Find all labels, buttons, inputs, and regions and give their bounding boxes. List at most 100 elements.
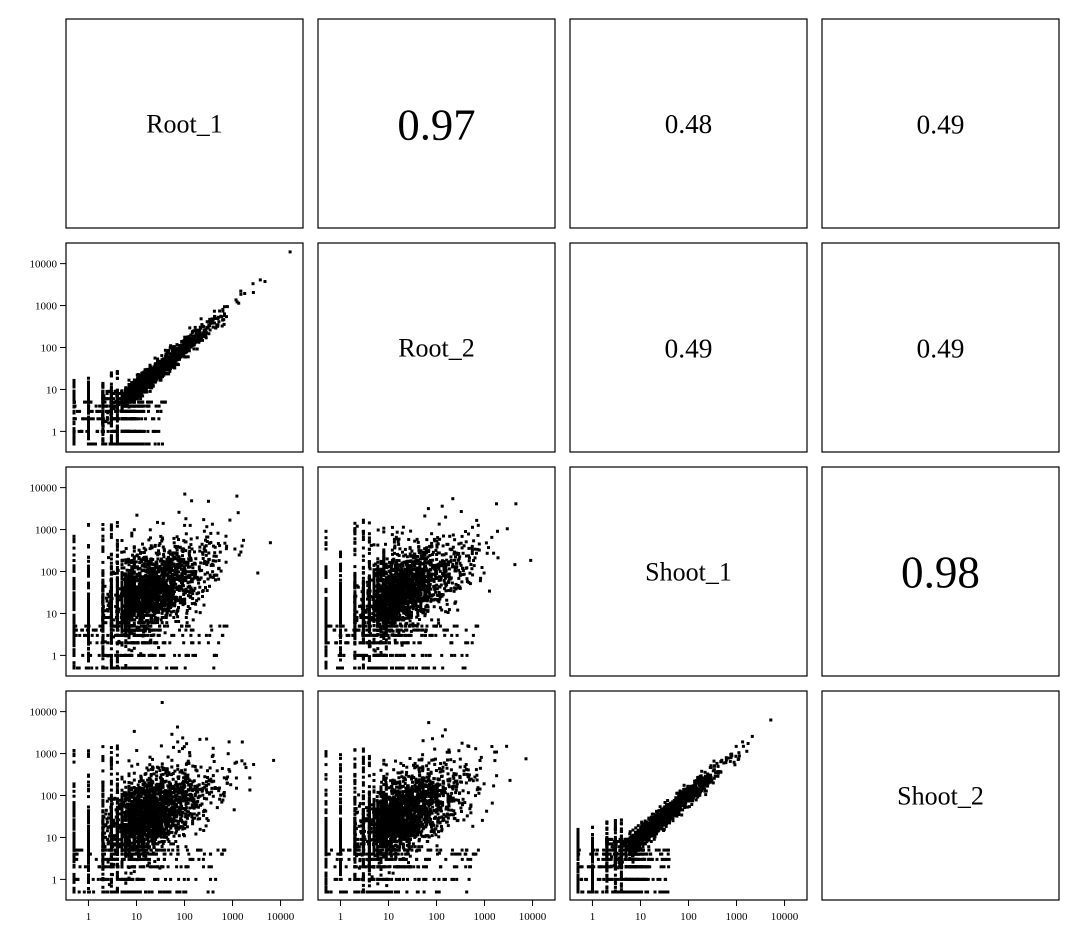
data-point xyxy=(142,380,146,384)
data-point xyxy=(183,523,187,527)
data-point xyxy=(109,653,113,657)
data-point xyxy=(234,298,238,302)
data-point xyxy=(204,586,207,589)
data-point xyxy=(109,411,113,415)
correlation-root_1-shoot_1: 0.48 xyxy=(665,109,712,139)
data-point xyxy=(105,404,109,408)
data-point xyxy=(87,437,90,441)
data-point xyxy=(91,417,95,421)
data-point xyxy=(191,577,195,581)
data-point xyxy=(212,554,216,558)
data-point xyxy=(130,398,134,402)
data-point xyxy=(115,621,119,625)
data-point xyxy=(72,442,76,446)
data-point xyxy=(101,651,105,654)
data-point xyxy=(188,595,192,599)
data-point xyxy=(72,553,76,557)
data-point xyxy=(208,317,212,321)
data-point xyxy=(109,407,113,411)
data-point xyxy=(115,398,119,402)
data-point xyxy=(133,409,137,413)
data-point xyxy=(218,544,222,548)
data-point xyxy=(175,343,179,347)
data-point xyxy=(205,525,209,529)
data-point xyxy=(145,404,149,408)
data-point xyxy=(165,562,169,566)
data-point xyxy=(189,333,193,337)
data-point xyxy=(162,364,165,367)
data-point xyxy=(162,400,166,404)
data-point xyxy=(204,336,208,340)
data-point xyxy=(145,367,149,371)
data-point xyxy=(113,442,117,446)
data-point xyxy=(121,558,125,562)
data-point xyxy=(184,517,188,521)
data-point xyxy=(189,344,193,348)
data-point xyxy=(132,378,136,382)
data-point xyxy=(155,666,159,670)
data-point xyxy=(239,289,243,293)
data-point xyxy=(159,618,163,622)
data-point xyxy=(154,378,158,382)
data-point xyxy=(127,666,131,670)
data-point xyxy=(197,597,201,601)
data-point xyxy=(87,600,90,604)
data-point xyxy=(223,314,226,318)
data-point xyxy=(160,362,164,366)
data-point xyxy=(213,326,217,330)
panel-shoot_2-shoot_2 xyxy=(821,690,1060,901)
data-point xyxy=(103,400,107,404)
data-point xyxy=(171,558,175,562)
data-point xyxy=(223,305,226,309)
data-point xyxy=(109,417,113,421)
data-point xyxy=(188,585,192,589)
data-point xyxy=(154,404,158,408)
data-point xyxy=(127,404,131,408)
data-point xyxy=(148,613,152,617)
data-point xyxy=(162,372,166,376)
data-point xyxy=(109,424,113,428)
data-point xyxy=(146,376,150,380)
data-point xyxy=(201,332,205,336)
data-point xyxy=(132,611,136,615)
data-point xyxy=(95,429,99,433)
data-point xyxy=(135,565,139,569)
data-point xyxy=(72,434,76,438)
data-point xyxy=(72,411,76,415)
data-point xyxy=(172,616,176,619)
data-point xyxy=(173,357,177,361)
data-point xyxy=(216,315,220,319)
panel-root_1-root_2 xyxy=(317,18,556,229)
data-point xyxy=(170,362,174,366)
data-point xyxy=(163,601,167,604)
data-point xyxy=(154,429,158,433)
data-point xyxy=(115,439,119,443)
data-point xyxy=(183,492,187,496)
data-point xyxy=(153,356,157,360)
data-point xyxy=(199,337,203,341)
data-point xyxy=(115,389,119,392)
data-point xyxy=(193,550,196,554)
data-point xyxy=(113,400,117,404)
data-point xyxy=(78,409,82,413)
data-point xyxy=(183,591,187,595)
data-point xyxy=(156,621,160,624)
data-point xyxy=(87,380,90,384)
data-point xyxy=(168,552,172,556)
data-point xyxy=(181,344,185,348)
data-point xyxy=(165,350,169,354)
data-point xyxy=(150,384,154,388)
data-point xyxy=(158,378,162,382)
data-point xyxy=(135,616,139,619)
data-point xyxy=(194,602,198,606)
data-point xyxy=(176,575,180,579)
data-point xyxy=(161,559,165,563)
data-point xyxy=(109,628,113,632)
data-point xyxy=(132,549,136,553)
data-point xyxy=(201,338,204,342)
data-point xyxy=(258,278,262,282)
data-point xyxy=(89,400,93,404)
data-point xyxy=(243,292,247,295)
data-point xyxy=(72,616,76,619)
data-point xyxy=(158,559,162,563)
